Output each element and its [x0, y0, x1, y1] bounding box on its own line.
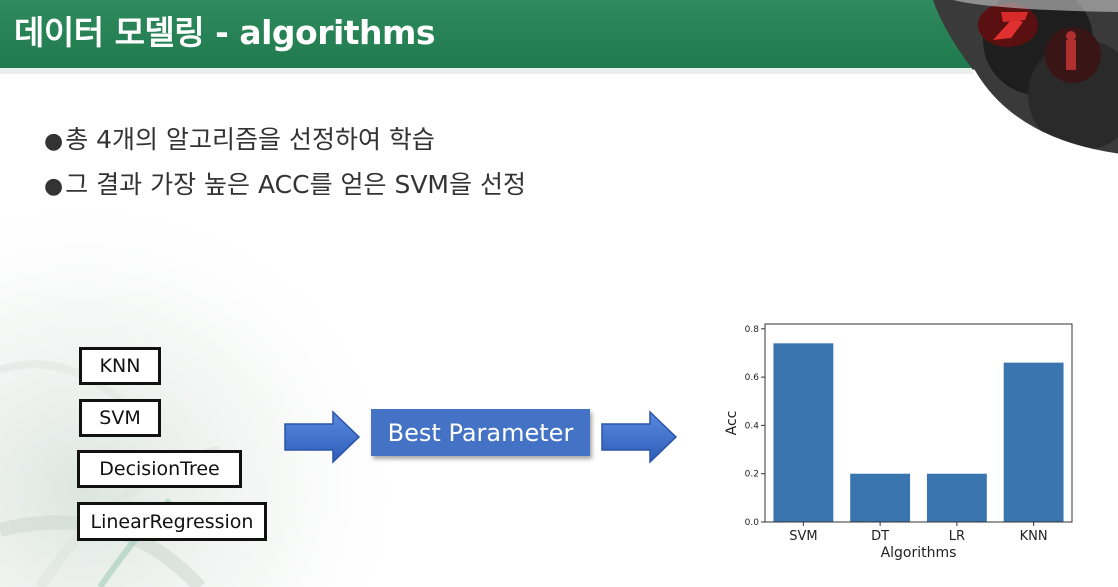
- chart-plot-area: [764, 323, 1073, 523]
- algorithm-box-knn: KNN: [79, 347, 161, 385]
- title-bar: [0, 0, 1118, 68]
- chart-x-axis-label: Algorithms: [881, 545, 957, 561]
- algorithm-box-svm: SVM: [79, 399, 161, 437]
- bullet-text: 총 4개의 알고리즘을 선정하여 학습: [65, 125, 435, 154]
- bullet-marker: ●: [44, 129, 64, 154]
- accuracy-bar-chart: 0.0 0.2 0.4 0.6 0.8 SVM DT LR KNN Algorithms Ac…: [724, 323, 1073, 561]
- chart-y-tick-label: 0.6: [745, 373, 760, 383]
- chart-y-tick-label: 0.0: [745, 518, 760, 528]
- chart-y-tick-label: 0.2: [745, 470, 759, 480]
- chart-bar-knn: [1003, 362, 1064, 522]
- chart-x-tick-label: SVM: [789, 529, 817, 544]
- bullet-marker: ●: [44, 174, 64, 199]
- chart-x-tick-label: DT: [871, 529, 889, 544]
- bullet-item: ●그 결과 가장 높은 ACC를 얻은 SVM을 선정: [44, 163, 526, 208]
- algorithm-box-decision-tree: DecisionTree: [77, 450, 242, 488]
- right-arrow-icon: [284, 410, 361, 464]
- chart-bar-dt: [850, 473, 911, 522]
- algorithm-box-linear-regression: LinearRegression: [77, 502, 267, 541]
- traffic-light-image: [933, 0, 1118, 155]
- chart-bar-svm: [773, 343, 834, 522]
- bullet-list: ●총 4개의 알고리즘을 선정하여 학습 ●그 결과 가장 높은 ACC를 얻은…: [44, 118, 526, 208]
- bullet-item: ●총 4개의 알고리즘을 선정하여 학습: [44, 118, 526, 163]
- slide-title: 데이터 모델링 - algorithms: [14, 13, 436, 52]
- chart-y-axis-label: Acc: [724, 411, 740, 436]
- chart-y-tick-label: 0.4: [745, 421, 760, 431]
- chart-bar-lr: [926, 473, 987, 522]
- chart-y-tick-label: 0.8: [745, 325, 760, 335]
- chart-x-tick-label: KNN: [1020, 529, 1048, 544]
- right-arrow-icon: [601, 410, 678, 464]
- bullet-text: 그 결과 가장 높은 ACC를 얻은 SVM을 선정: [65, 170, 526, 199]
- title-bar-underline: [0, 68, 1118, 74]
- best-parameter-box: Best Parameter: [371, 409, 590, 456]
- chart-x-tick-label: LR: [949, 529, 965, 544]
